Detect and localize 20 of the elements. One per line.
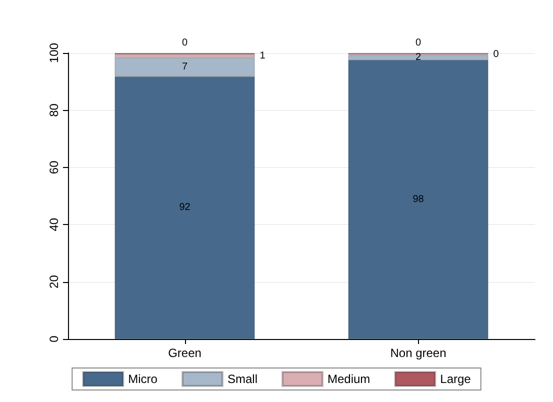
y-tick-label: 0	[47, 335, 61, 342]
data-label: 0	[415, 38, 422, 48]
data-label: 0	[182, 38, 188, 48]
data-label: 7	[182, 62, 188, 73]
y-tick-label: 20	[47, 274, 61, 288]
legend-label: Medium	[327, 372, 370, 386]
y-tick-label: 60	[47, 160, 61, 174]
x-tick-label: Green	[168, 346, 202, 360]
legend-label: Small	[227, 372, 258, 386]
data-label: 0	[493, 49, 500, 60]
data-label: 98	[412, 194, 424, 205]
y-tick-label: 80	[47, 103, 61, 117]
data-label: 1	[260, 50, 266, 62]
data-label: 92	[179, 202, 191, 214]
y-tick-label: 40	[47, 218, 61, 232]
data-label: 2	[415, 52, 422, 64]
legend-label: Micro	[128, 372, 158, 386]
y-tick-label: 100	[47, 42, 61, 64]
x-tick-label: Non green	[390, 346, 446, 360]
legend-label: Large	[440, 372, 472, 386]
